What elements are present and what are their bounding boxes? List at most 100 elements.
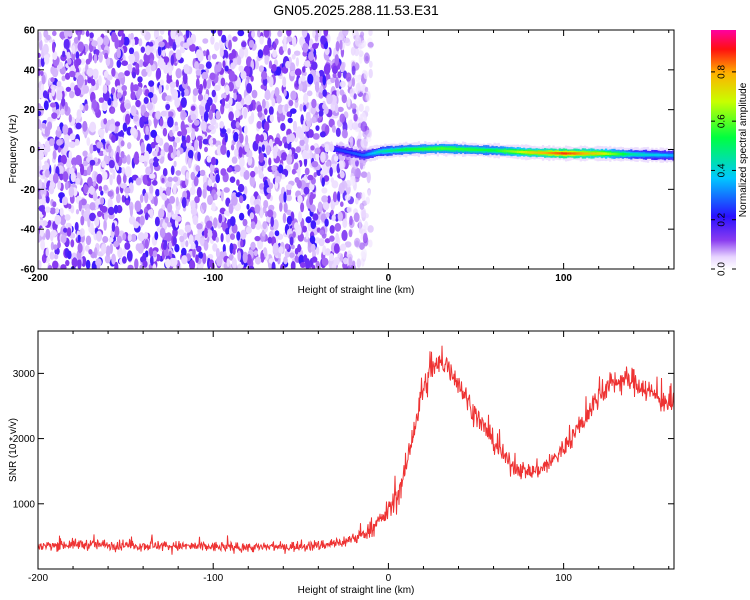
spectrogram-cell xyxy=(334,103,339,114)
spectrogram-cell xyxy=(181,127,188,137)
spectrogram-cell xyxy=(107,198,113,210)
spectrogram-cell xyxy=(79,103,84,111)
spectrogram-cell xyxy=(567,152,570,155)
spectrogram-cell xyxy=(109,174,113,186)
spectrogram-cell xyxy=(366,90,371,102)
spectrogram-cell xyxy=(335,148,339,151)
spectrogram-cell xyxy=(57,241,61,249)
spectrogram-cell xyxy=(230,144,235,151)
colorbar-tick-label: 0.6 xyxy=(716,114,727,128)
spectrogram-cell xyxy=(168,144,174,155)
spectrogram-cell xyxy=(311,161,319,168)
spectrogram-cell xyxy=(337,106,344,113)
spectrogram-cell xyxy=(207,231,213,238)
spectrogram-cell xyxy=(321,177,326,187)
spectrogram-cell xyxy=(323,175,330,182)
spectrogram-cell xyxy=(155,188,160,197)
spectrogram-cell xyxy=(285,60,291,69)
spectrogram-cell xyxy=(211,202,216,212)
colorbar-label: Normalized spectral amplitude xyxy=(738,82,749,217)
spectrogram-cell xyxy=(68,70,76,78)
spectrogram-cell xyxy=(285,184,293,191)
spectrogram-cell xyxy=(133,221,140,229)
spectrogram-cell xyxy=(302,149,308,160)
spectrogram-cell xyxy=(157,36,161,42)
spectrogram-cell xyxy=(196,245,202,253)
spectrogram-cell xyxy=(518,150,521,154)
spectrogram-cell xyxy=(139,264,143,269)
spectrogram-cell xyxy=(132,84,139,92)
spectrogram-cell xyxy=(181,255,188,265)
spectrogram-cell xyxy=(161,177,165,183)
spectrogram-cell xyxy=(58,192,65,199)
spectrogram-cell xyxy=(285,194,293,202)
spectrogram-cell xyxy=(82,120,88,132)
spectrogram-cell xyxy=(211,156,217,166)
spectrogram-cell xyxy=(143,111,150,118)
spectrogram-cell xyxy=(122,247,127,257)
spectrogram-cell xyxy=(264,108,268,115)
spectrogram-cell xyxy=(362,232,368,244)
spectrogram-cell xyxy=(590,152,593,155)
spectrogram-cell xyxy=(60,54,67,62)
spectrogram-cell xyxy=(483,149,486,152)
spectrogram-cell xyxy=(82,150,88,157)
spectrogram-cell xyxy=(103,70,109,78)
spectrogram-cell xyxy=(202,38,209,44)
spectrogram-cell xyxy=(301,75,306,82)
spectrogram-cell xyxy=(66,227,72,237)
spectrogram-cell xyxy=(209,72,216,81)
spectrogram-cell xyxy=(149,173,156,179)
spectrogram-cell xyxy=(359,153,362,156)
spectrogram-cell xyxy=(327,34,331,44)
spectrogram-cell xyxy=(148,92,154,99)
spectrogram-cell xyxy=(655,153,658,157)
spectrogram-cell xyxy=(221,97,226,107)
spectrogram-cell xyxy=(333,155,339,162)
spectrogram-cell xyxy=(172,176,179,182)
spectrogram-cell xyxy=(130,82,134,94)
spectrogram-cell xyxy=(130,91,136,101)
colorbar-gradient xyxy=(711,30,736,269)
spectrogram-cell xyxy=(546,151,549,155)
spectrogram-cell xyxy=(140,46,145,53)
spectrogram-cell xyxy=(225,228,230,235)
spectrogram-cell xyxy=(53,253,59,260)
spectrogram-cell xyxy=(121,167,126,175)
spectrogram-cell xyxy=(605,152,608,155)
spectrogram-cell xyxy=(51,112,58,119)
spectrogram-cell xyxy=(351,77,356,87)
spectrogram-cell xyxy=(302,66,306,73)
spectrogram-cell xyxy=(95,258,102,267)
spectrogram-cell xyxy=(40,84,45,91)
spectrogram-cell xyxy=(226,128,231,134)
spectrogram-cell xyxy=(38,110,42,117)
spectrogram-cell xyxy=(326,94,333,105)
spectrogram-cell xyxy=(322,89,328,97)
spectrogram-cell xyxy=(271,64,277,72)
spectrogram-cell xyxy=(239,133,244,144)
chart-title: GN05.2025.288.11.53.E31 xyxy=(273,2,439,18)
spectrogram-cell xyxy=(361,248,368,260)
snr-ytick-label: 2000 xyxy=(13,434,36,445)
spectrogram-cell xyxy=(224,132,228,143)
spectrogram-cell xyxy=(257,111,263,118)
spectrogram-cell xyxy=(265,145,271,156)
spectrogram-cell xyxy=(45,228,51,241)
snr-ytick-label: 3000 xyxy=(13,369,36,380)
spectrogram-cell xyxy=(238,146,243,158)
spectrogram-cell xyxy=(628,153,631,156)
spectrogram-cell xyxy=(347,96,351,108)
spectrogram-cell xyxy=(314,81,320,93)
spectrogram-cell xyxy=(162,194,168,201)
spectrogram-cell xyxy=(231,195,238,206)
spectrogram-cell xyxy=(137,232,145,242)
spectrogram-cell xyxy=(137,243,144,254)
spectrogram-cell xyxy=(197,63,205,70)
spectrogram-cell xyxy=(124,187,131,194)
spectrogram-cell xyxy=(228,70,236,82)
spectrogram-cell xyxy=(455,148,458,150)
spectrogram-cell xyxy=(143,231,149,239)
spectrogram-cell xyxy=(43,146,51,153)
spectrogram-cell xyxy=(257,49,264,59)
